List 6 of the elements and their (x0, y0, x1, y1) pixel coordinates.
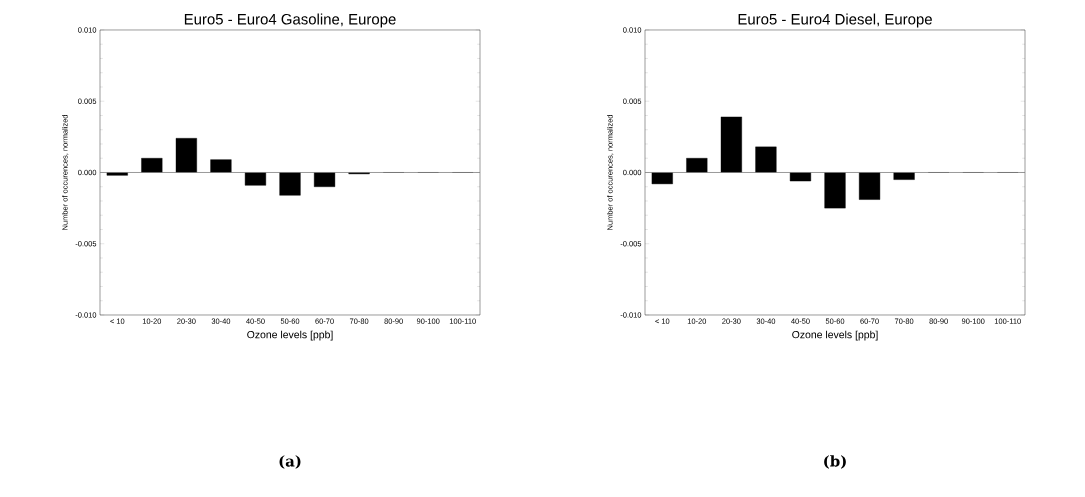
chart-title: Euro5 - Euro4 Gasoline, Europe (184, 13, 396, 28)
text: (a) (279, 455, 301, 469)
text: (b) (824, 455, 846, 469)
x-axis-title: Ozone levels [ppb] (247, 330, 333, 341)
chart-title: Euro5 - Euro4 Diesel, Europe (738, 13, 932, 28)
x-axis-title: Ozone levels [ppb] (792, 330, 878, 341)
